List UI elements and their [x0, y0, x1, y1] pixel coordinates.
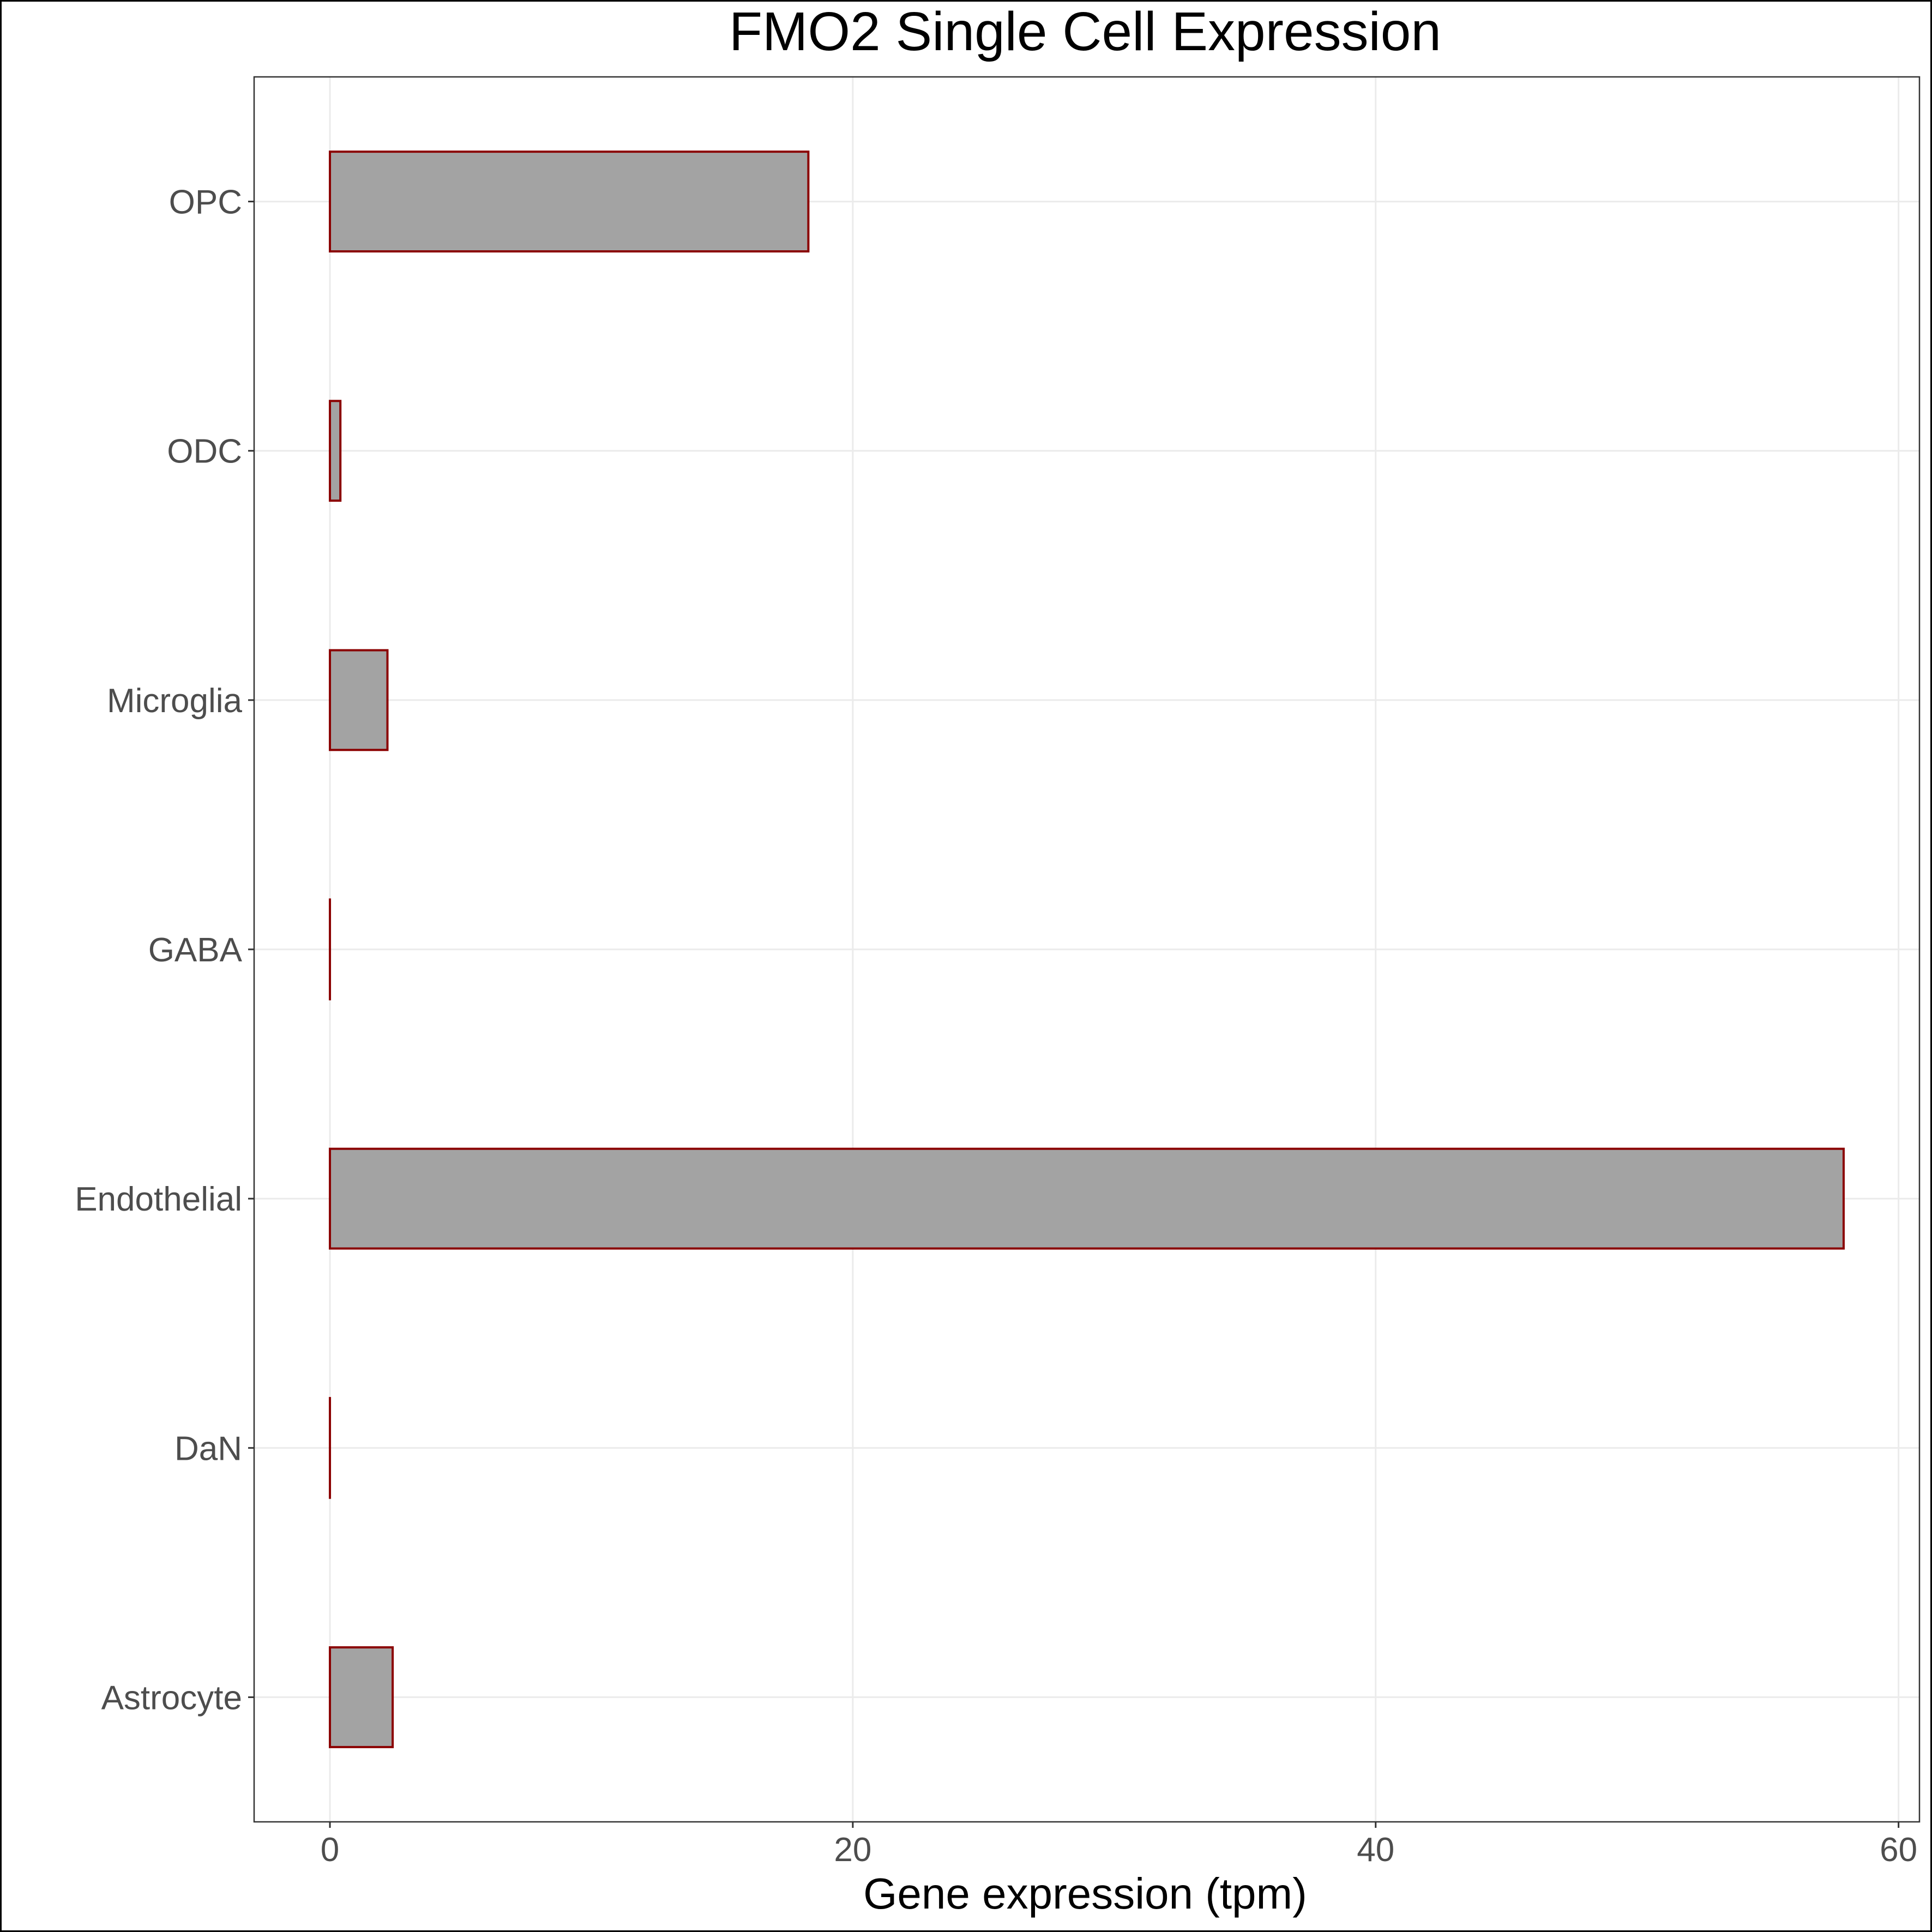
x-tick-label: 40 [1357, 1831, 1394, 1869]
bar-odc [329, 400, 342, 502]
x-axis-labels: 0 20 40 60 [321, 1831, 1917, 1869]
bar-endothelial [329, 1147, 1845, 1250]
chart-title: FMO2 Single Cell Expression [729, 1, 1441, 62]
y-tick-label: Astrocyte [101, 1679, 242, 1717]
y-axis-labels: Astrocyte DaN Endothelial GABA Microglia ODC O… [75, 184, 242, 1717]
x-tick-label: 60 [1880, 1831, 1917, 1869]
bar-opc [329, 151, 810, 252]
x-axis-title: Gene expression (tpm) [863, 1869, 1307, 1918]
y-tick-label: ODC [167, 433, 242, 471]
bar-astrocyte [329, 1646, 394, 1748]
y-tick-label: Microglia [107, 682, 243, 720]
y-tick-label: DaN [174, 1430, 242, 1467]
y-tick-label: Endothelial [75, 1181, 242, 1218]
bars-layer [329, 151, 1845, 1748]
bar-microglia [329, 649, 389, 751]
y-tick-label: GABA [148, 931, 243, 969]
x-tick-label: 20 [834, 1831, 871, 1869]
y-tick-label: OPC [169, 184, 242, 221]
ticks-layer [248, 201, 1900, 1828]
x-tick-label: 0 [321, 1831, 339, 1869]
